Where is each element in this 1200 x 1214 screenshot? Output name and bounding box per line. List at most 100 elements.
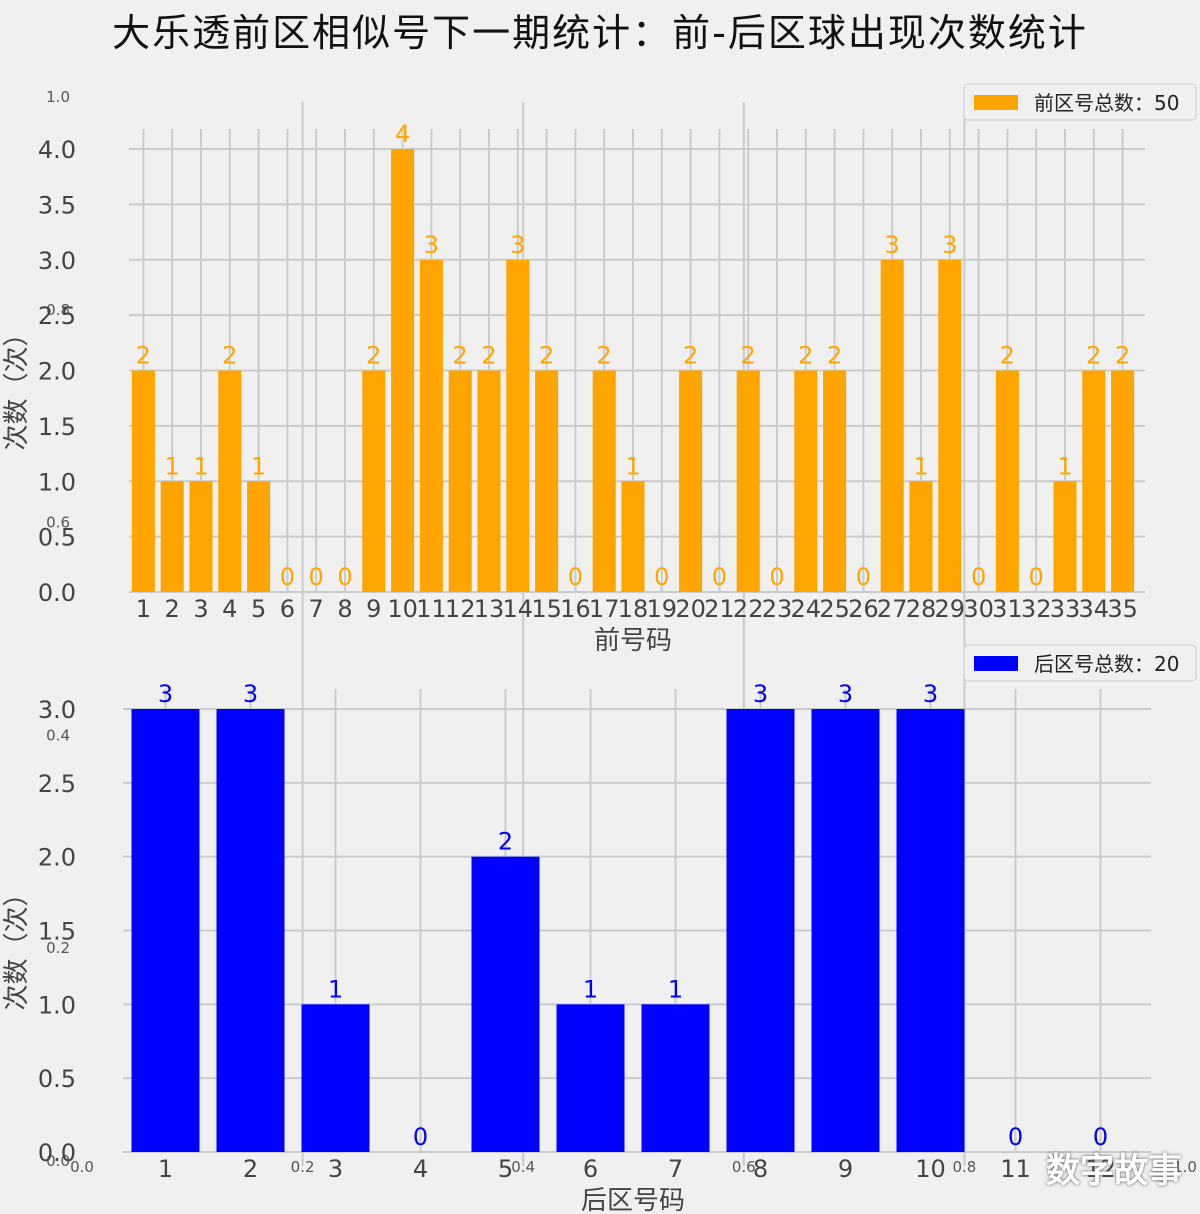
bar: [823, 370, 847, 592]
bar: [880, 259, 904, 592]
x-axis-label: 前号码: [594, 626, 672, 656]
data-label: 2: [827, 342, 842, 370]
x-tick-label: 24: [791, 595, 822, 623]
data-label: 3: [942, 231, 957, 259]
ghost-x-tick-label: 0.4: [511, 1158, 535, 1176]
data-label: 2: [366, 342, 381, 370]
data-label: 1: [1057, 452, 1072, 480]
data-label: 1: [668, 975, 683, 1003]
x-tick-label: 3: [193, 595, 208, 623]
data-label: 3: [753, 680, 768, 708]
y-tick-label: 0.0: [38, 579, 76, 607]
bar: [391, 149, 415, 592]
chart-title: 大乐透前区相似号下一期统计：前-后区球出现次数统计: [112, 11, 1088, 55]
x-tick-label: 34: [1079, 595, 1110, 623]
y-tick-label: 2.0: [38, 844, 76, 872]
data-label: 1: [583, 975, 598, 1003]
x-tick-label: 3: [328, 1155, 343, 1183]
y-tick-label: 1.0: [38, 991, 76, 1019]
data-label: 0: [1029, 563, 1044, 591]
y-axis-label: 次数（次）: [2, 880, 32, 1010]
data-label: 2: [1000, 342, 1015, 370]
bar: [362, 370, 386, 592]
legend-box: [963, 644, 1197, 682]
x-tick-label: 1: [158, 1155, 173, 1183]
x-tick-label: 1: [136, 595, 151, 623]
bar: [216, 709, 285, 1152]
x-tick-label: 4: [222, 595, 237, 623]
bar: [1053, 481, 1077, 592]
data-label: 0: [769, 563, 784, 591]
data-label: 3: [158, 680, 173, 708]
data-label: 2: [539, 342, 554, 370]
y-tick-label: 2.5: [38, 770, 76, 798]
x-tick-label: 15: [531, 595, 562, 623]
x-tick-label: 6: [280, 595, 295, 623]
data-label: 0: [413, 1123, 428, 1151]
x-tick-label: 11: [416, 595, 447, 623]
y-tick-label: 3.5: [38, 191, 76, 219]
y-tick-label: 2.5: [38, 302, 76, 330]
data-label: 2: [222, 342, 237, 370]
ghost-x-tick-label: 1.0: [1173, 1158, 1197, 1176]
x-tick-label: 30: [963, 595, 994, 623]
x-tick-label: 23: [762, 595, 793, 623]
y-tick-label: 3.0: [38, 696, 76, 724]
x-tick-label: 4: [413, 1155, 428, 1183]
bar: [1082, 370, 1106, 592]
legend: 后区号总数：20: [963, 644, 1197, 682]
bar: [556, 1004, 625, 1152]
bar: [189, 481, 213, 592]
x-tick-label: 22: [733, 595, 764, 623]
data-label: 1: [251, 452, 266, 480]
x-tick-label: 9: [838, 1155, 853, 1183]
bar: [247, 481, 271, 592]
x-tick-label: 2: [243, 1155, 258, 1183]
y-tick-label: 1.5: [38, 413, 76, 441]
data-label: 1: [328, 975, 343, 1003]
y-tick-label: 0.5: [38, 1065, 76, 1093]
data-label: 0: [309, 563, 324, 591]
legend-swatch: [974, 95, 1018, 110]
data-label: 0: [337, 563, 352, 591]
data-label: 0: [712, 563, 727, 591]
x-tick-label: 14: [503, 595, 534, 623]
watermark: 数字故事: [1046, 1151, 1182, 1191]
y-axis-label: 次数（次）: [2, 320, 32, 450]
x-tick-label: 25: [819, 595, 850, 623]
bar: [471, 856, 540, 1152]
x-tick-label: 28: [906, 595, 937, 623]
x-tick-label: 13: [474, 595, 505, 623]
data-label: 4: [395, 120, 410, 148]
data-label: 2: [453, 342, 468, 370]
ghost-y-tick-label: 0.6: [46, 514, 70, 532]
ghost-x-tick-label: 0.2: [291, 1158, 315, 1176]
x-tick-label: 32: [1021, 595, 1052, 623]
data-label: 2: [1115, 342, 1130, 370]
x-tick-label: 17: [589, 595, 620, 623]
bar: [794, 370, 818, 592]
bar: [679, 370, 703, 592]
bar: [1111, 370, 1135, 592]
x-tick-label: 16: [560, 595, 591, 623]
data-label: 2: [597, 342, 612, 370]
legend-label: 前区号总数：50: [1034, 91, 1179, 115]
x-tick-label: 19: [647, 595, 678, 623]
data-label: 0: [280, 563, 295, 591]
data-label: 3: [510, 231, 525, 259]
data-label: 2: [498, 828, 513, 856]
ghost-y-tick-label: 0.2: [46, 939, 70, 957]
data-label: 2: [683, 342, 698, 370]
bar: [896, 709, 965, 1152]
data-label: 1: [913, 452, 928, 480]
data-label: 0: [568, 563, 583, 591]
data-label: 2: [741, 342, 756, 370]
data-label: 0: [654, 563, 669, 591]
x-tick-label: 21: [704, 595, 735, 623]
x-tick-label: 7: [309, 595, 324, 623]
x-tick-label: 18: [618, 595, 649, 623]
data-label: 0: [1008, 1123, 1023, 1151]
x-tick-label: 12: [445, 595, 476, 623]
data-label: 1: [625, 452, 640, 480]
bar: [419, 259, 443, 592]
